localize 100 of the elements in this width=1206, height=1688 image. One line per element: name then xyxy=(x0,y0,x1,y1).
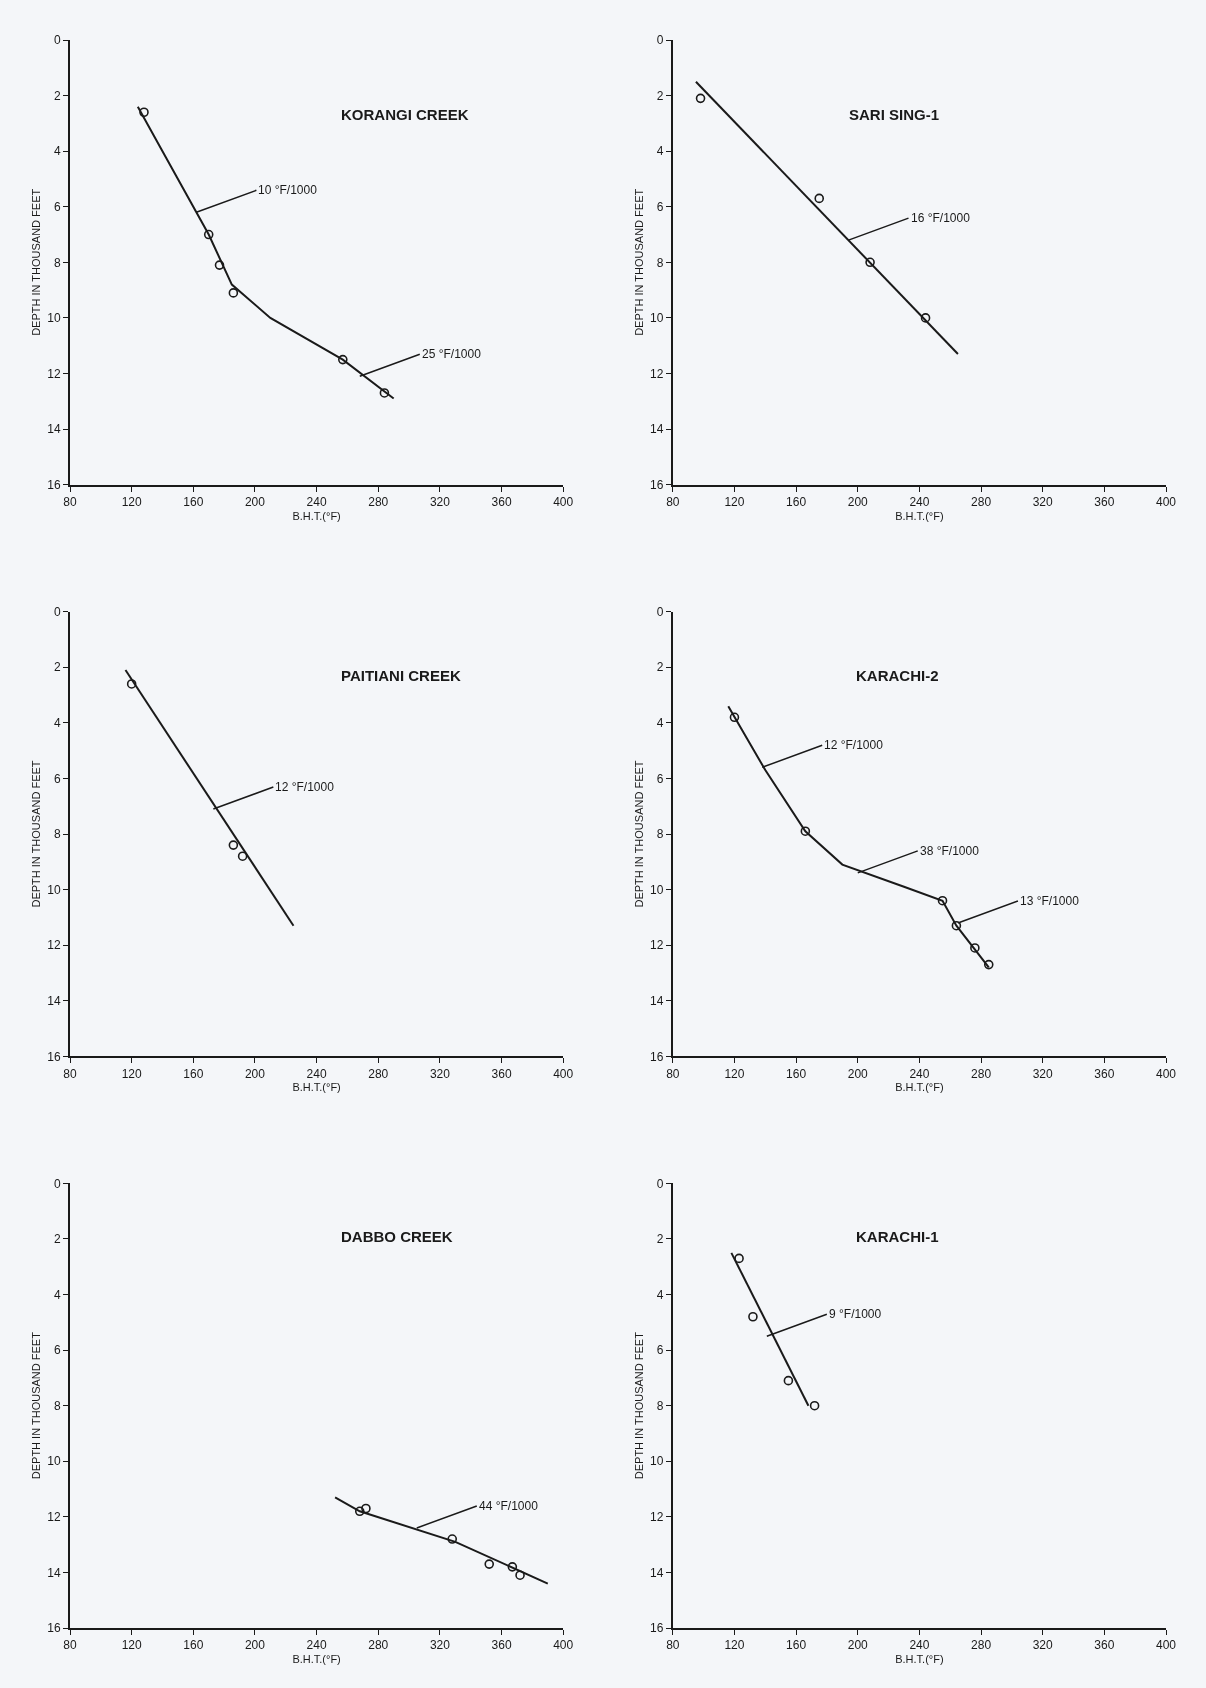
x-tick-label: 240 xyxy=(306,495,327,510)
point xyxy=(809,1400,820,1411)
y-tick-label: 8 xyxy=(53,255,61,270)
y-tick-label: 12 xyxy=(650,366,664,381)
y-tick-label: 10 xyxy=(650,882,664,897)
y-tick-label: 6 xyxy=(656,1343,664,1358)
x-tick-label: 320 xyxy=(429,495,451,510)
text: PAITIANI CREEK xyxy=(341,667,461,684)
text: DABBO CREEK xyxy=(341,1228,453,1245)
x-tick-label: 360 xyxy=(1094,1066,1115,1081)
x-tick-label: 280 xyxy=(971,495,992,510)
annotation: 16 °F/1000 xyxy=(911,211,971,225)
annotation: 25 °F/1000 xyxy=(422,347,482,361)
x-tick-label: 280 xyxy=(971,1066,992,1081)
annotation: 12 °F/1000 xyxy=(275,780,335,794)
x-tick-label: 280 xyxy=(368,495,389,510)
x-tick-label: 360 xyxy=(491,1638,512,1653)
point xyxy=(237,851,248,862)
y-tick-label: 2 xyxy=(656,88,664,103)
y-tick-label: 2 xyxy=(656,1232,664,1247)
point xyxy=(203,229,214,240)
y-tick-label: 12 xyxy=(650,1510,664,1525)
x-tick-label: 200 xyxy=(847,1066,869,1081)
x-tick-label: 160 xyxy=(786,1638,807,1653)
y-tick-label: 10 xyxy=(47,1454,61,1469)
x-tick-label: 160 xyxy=(183,1638,204,1653)
x-tick-label: 400 xyxy=(553,1638,574,1653)
y-tick-label: 4 xyxy=(53,1287,61,1302)
x-tick-label: 320 xyxy=(429,1638,451,1653)
point xyxy=(507,1562,518,1572)
x-axis-title: B.H.T.(°F) xyxy=(292,1081,341,1094)
y-tick-label: 10 xyxy=(650,1454,664,1469)
text: KARACHI-1 xyxy=(856,1228,939,1245)
y-tick-label: 14 xyxy=(47,993,61,1008)
x-tick-label: 400 xyxy=(1155,495,1177,510)
y-tick-label: 4 xyxy=(656,144,664,159)
y-tick-label: 4 xyxy=(53,716,61,731)
x-tick-label: 280 xyxy=(368,1638,389,1653)
y-tick-label: 10 xyxy=(650,311,664,326)
y-tick-label: 6 xyxy=(53,199,61,214)
x-axis-title: B.H.T.(°F) xyxy=(292,1653,341,1666)
point xyxy=(361,1503,371,1514)
y-tick-label: 16 xyxy=(650,1621,664,1636)
x-tick-label: 360 xyxy=(1094,1638,1115,1653)
x-tick-label: 320 xyxy=(1032,1066,1054,1081)
y-axis-title: DEPTH IN THOUSAND FEET xyxy=(30,760,43,908)
annotation: 12 °F/1000 xyxy=(824,738,884,752)
annotation: 44 °F/1000 xyxy=(479,1499,539,1513)
point xyxy=(814,193,825,204)
point xyxy=(354,1506,365,1517)
point xyxy=(983,959,994,970)
x-tick-label: 400 xyxy=(553,1066,574,1081)
point xyxy=(920,313,931,323)
x-tick-label: 200 xyxy=(847,1638,869,1653)
x-tick-label: 240 xyxy=(909,495,930,510)
x-tick-label: 80 xyxy=(63,1638,77,1653)
point xyxy=(214,260,225,270)
y-tick-label: 6 xyxy=(656,771,664,786)
point xyxy=(783,1375,794,1386)
x-axis-title: B.H.T.(°F) xyxy=(895,509,944,522)
y-tick-label: 2 xyxy=(53,88,61,103)
x-tick-label: 160 xyxy=(786,495,807,510)
y-tick-label: 12 xyxy=(47,1510,61,1525)
y-tick-label: 0 xyxy=(53,1176,61,1191)
y-tick-label: 16 xyxy=(47,1621,61,1636)
x-tick-label: 240 xyxy=(306,1638,327,1653)
x-tick-label: 400 xyxy=(553,495,574,510)
point xyxy=(228,288,239,298)
text: KARACHI-2 xyxy=(856,667,939,684)
x-tick-label: 320 xyxy=(1032,1638,1054,1653)
point xyxy=(228,840,239,850)
annotation: 38 °F/1000 xyxy=(920,844,980,858)
y-tick-label: 6 xyxy=(53,1343,61,1358)
x-tick-label: 160 xyxy=(786,1066,807,1081)
point xyxy=(484,1559,495,1569)
point xyxy=(338,354,348,365)
y-tick-label: 2 xyxy=(53,1232,61,1247)
y-tick-label: 8 xyxy=(53,1398,61,1413)
annotation: 9 °F/1000 xyxy=(829,1307,882,1321)
y-tick-label: 6 xyxy=(53,771,61,786)
y-tick-label: 8 xyxy=(656,827,664,842)
y-tick-label: 14 xyxy=(650,422,664,437)
y-tick-label: 14 xyxy=(47,422,61,437)
x-tick-label: 400 xyxy=(1155,1066,1177,1081)
x-tick-label: 80 xyxy=(666,1066,680,1081)
y-tick-label: 16 xyxy=(47,1049,61,1064)
y-axis-title: DEPTH IN THOUSAND FEET xyxy=(30,1331,43,1480)
y-tick-label: 10 xyxy=(47,311,61,326)
y-tick-label: 0 xyxy=(53,604,61,619)
point xyxy=(937,895,948,906)
x-tick-label: 320 xyxy=(1032,495,1054,510)
point xyxy=(447,1534,458,1544)
y-tick-label: 0 xyxy=(656,1176,664,1191)
x-tick-label: 240 xyxy=(909,1066,930,1081)
point xyxy=(139,107,149,118)
x-tick-label: 80 xyxy=(63,1066,77,1081)
x-tick-label: 80 xyxy=(666,1638,680,1653)
x-tick-label: 200 xyxy=(244,1066,266,1081)
x-tick-label: 160 xyxy=(183,1066,204,1081)
x-tick-label: 120 xyxy=(121,1638,142,1653)
